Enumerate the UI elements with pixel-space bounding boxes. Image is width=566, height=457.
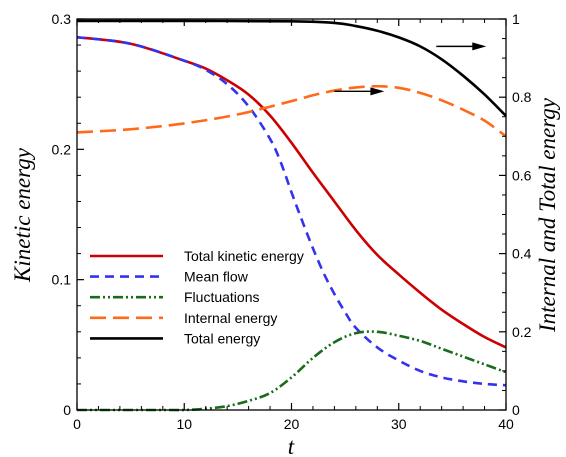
series-line-total-energy bbox=[76, 19, 507, 117]
legend: Total kinetic energy Mean flow Fluctuation… bbox=[90, 248, 304, 346]
y-left-tick-label: 0.1 bbox=[52, 272, 72, 288]
legend-label-internal-energy: Internal energy bbox=[184, 310, 277, 326]
legend-label-fluctuations: Fluctuations bbox=[184, 289, 259, 305]
annotation-arrow-head bbox=[472, 42, 487, 51]
series-line-mean-flow bbox=[76, 35, 507, 387]
y-right-axis-title: Internal and Total energy bbox=[535, 97, 560, 333]
series-line-internal-energy bbox=[76, 84, 507, 138]
series-layer bbox=[76, 19, 507, 412]
y-right-tick-label: 0.4 bbox=[512, 246, 532, 262]
y-left-tick-label: 0.3 bbox=[52, 11, 72, 27]
x-tick-label: 30 bbox=[391, 416, 407, 432]
y-right-tick-label: 0.2 bbox=[512, 324, 532, 340]
series-line-fluctuations bbox=[77, 330, 507, 412]
x-tick-label: 10 bbox=[176, 416, 192, 432]
y-left-tick-label: 0 bbox=[63, 402, 71, 418]
x-axis-title: t bbox=[288, 434, 295, 457]
x-tick-label: 0 bbox=[73, 416, 81, 432]
y-right-tick-label: 1 bbox=[512, 11, 520, 27]
legend-label-total-energy: Total energy bbox=[184, 330, 260, 346]
x-tick-label: 40 bbox=[498, 416, 514, 432]
y-right-tick-label: 0 bbox=[512, 402, 520, 418]
y-left-axis-title: Kinetic energy bbox=[10, 147, 35, 283]
y-right-tick-label: 0.6 bbox=[512, 167, 532, 183]
legend-label-total-kinetic-energy: Total kinetic energy bbox=[184, 248, 304, 264]
y-right-tick-label: 0.8 bbox=[512, 89, 532, 105]
legend-label-mean-flow: Mean flow bbox=[184, 269, 249, 285]
plot-frame bbox=[76, 18, 507, 411]
annotation-layer bbox=[334, 42, 487, 96]
annotation-arrow-head bbox=[370, 87, 385, 96]
y-left-tick-label: 0.2 bbox=[52, 141, 72, 157]
series-line-total-kinetic-energy bbox=[76, 35, 507, 349]
x-tick-label: 20 bbox=[284, 416, 300, 432]
